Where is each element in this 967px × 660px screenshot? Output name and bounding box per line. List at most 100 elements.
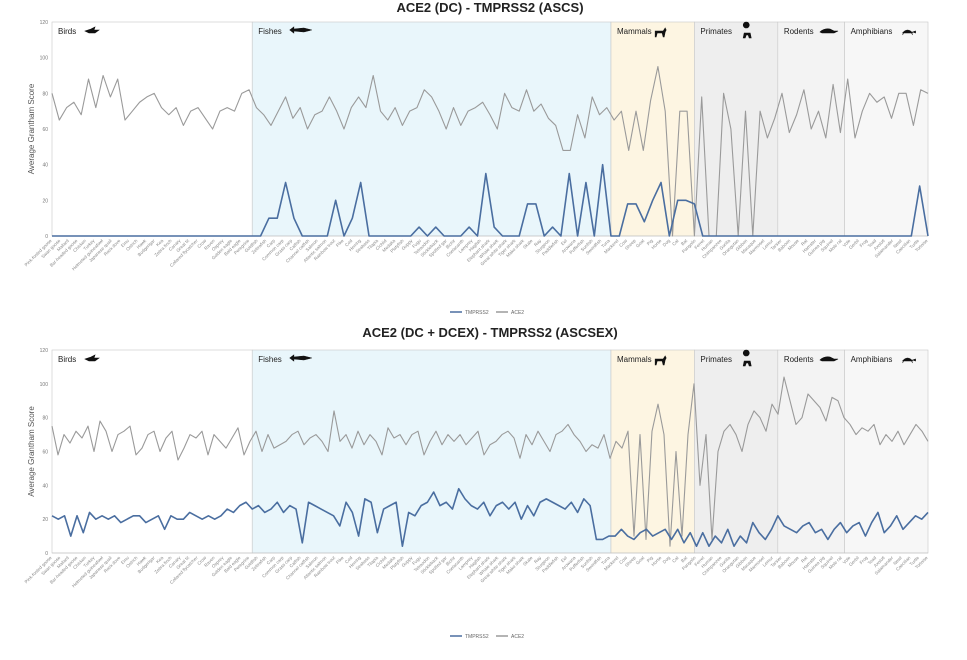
x-tick-label: Bat (680, 238, 689, 247)
y-axis-title: Average Grantham Score (27, 83, 36, 174)
x-tick-label: Cat (671, 238, 680, 247)
y-tick-label: 100 (40, 382, 49, 388)
x-tick-label: Toad (867, 238, 878, 249)
x-tick-label: Cod (344, 238, 354, 248)
group-region-birds (51, 349, 253, 554)
x-tick-label: Cow (618, 238, 628, 248)
x-tick-label: Cat (671, 555, 680, 564)
x-tick-label: Vole (842, 555, 852, 565)
group-region-rodents (777, 349, 845, 554)
legend: TMPRSS2 ACE2 (450, 634, 524, 640)
group-label: Primates (700, 355, 732, 364)
x-tick-label: Newt (892, 555, 903, 566)
x-tick-label: Cow (618, 555, 628, 565)
x-tick-label: Carp (266, 238, 277, 249)
group-region-mammals (610, 21, 695, 237)
legend-label: TMPRSS2 (465, 634, 489, 640)
goat-icon (654, 27, 667, 38)
x-tick-label: Cod (344, 555, 354, 565)
group-label: Birds (58, 27, 76, 36)
series-line-ace2 (51, 376, 929, 547)
x-tick-label: Rat (800, 238, 809, 247)
x-tick-label: Bichir (445, 238, 457, 250)
group-region-fishes (251, 349, 612, 554)
x-tick-label: Turtle (909, 238, 921, 250)
monkey-icon (742, 349, 752, 367)
group-region-primates (694, 349, 779, 554)
x-tick-label: Crow (196, 238, 207, 249)
x-tick-label: Kea (155, 238, 165, 248)
group-region-birds (51, 21, 253, 237)
x-tick-label: Eel (560, 238, 568, 246)
x-tick-label: Vole (842, 238, 852, 248)
x-tick-label: Bat (680, 555, 689, 564)
y-tick-label: 40 (42, 483, 48, 489)
group-label: Rodents (784, 355, 814, 364)
group-label: Rodents (784, 27, 814, 36)
x-tick-label: Ray (533, 238, 543, 248)
y-tick-label: 120 (40, 348, 49, 354)
x-tick-label: Eel (560, 555, 568, 563)
y-tick-label: 60 (42, 127, 48, 133)
group-label: Amphibians (851, 27, 893, 36)
y-tick-label: 80 (42, 91, 48, 97)
x-tick-label: Goat (635, 238, 646, 249)
group-label: Fishes (258, 27, 282, 36)
x-tick-label: Dog (662, 238, 672, 248)
y-tick-label: 20 (42, 198, 48, 204)
x-tick-label: Fugu (411, 555, 422, 566)
x-tick-label: Emu (120, 555, 130, 565)
chart-panel-2: ACE2 (DC + DCEX) - TMPRSS2 (ASCSEX) Birds… (24, 325, 930, 640)
x-tick-label: Turtle (909, 555, 921, 567)
legend-label: ACE2 (511, 634, 524, 640)
x-tick-label: Rat (800, 555, 809, 564)
legend-label: TMPRSS2 (465, 310, 489, 316)
x-tick-label: Pig (646, 555, 654, 563)
group-label: Amphibians (851, 355, 893, 364)
group-label: Fishes (258, 355, 282, 364)
group-region-amphibians (844, 349, 929, 554)
monkey-icon (742, 21, 752, 39)
rat-icon (819, 356, 839, 362)
y-axis-title: Average Grantham Score (27, 406, 36, 497)
fish-icon (289, 354, 312, 362)
x-tick-label: Emu (120, 238, 130, 248)
x-tick-label: Bichir (445, 555, 457, 567)
group-region-mammals (610, 349, 695, 554)
turtle-icon (901, 29, 916, 36)
x-tick-label: Crow (196, 555, 207, 566)
y-tick-label: 80 (42, 416, 48, 422)
x-tick-label: Pig (646, 238, 654, 246)
x-tick-label: Goat (635, 555, 646, 566)
x-tick-label: Tuna (600, 238, 611, 249)
bird-icon (84, 354, 100, 362)
x-tick-label: Tuna (600, 555, 611, 566)
chart-title: ACE2 (DC + DCEX) - TMPRSS2 (ASCSEX) (362, 325, 617, 340)
y-tick-label: 0 (45, 234, 48, 240)
y-tick-label: 40 (42, 163, 48, 169)
y-tick-label: 0 (45, 551, 48, 557)
x-tick-label: Carp (266, 555, 277, 566)
bird-icon (84, 26, 100, 34)
x-tick-label: Fugu (411, 238, 422, 249)
x-tick-label: Kea (155, 555, 165, 565)
group-label: Mammals (617, 27, 652, 36)
group-region-fishes (251, 21, 612, 237)
legend: TMPRSS2 ACE2 (450, 310, 524, 316)
group-label: Mammals (617, 355, 652, 364)
rat-icon (819, 28, 839, 34)
group-region-amphibians (844, 21, 929, 237)
x-tick-label: Frog (859, 555, 869, 565)
chart-panel-1: ACE2 (DC) - TMPRSS2 (ASCS) Birds Fishes Mam… (24, 0, 930, 316)
y-tick-label: 120 (40, 20, 49, 26)
chart-title: ACE2 (DC) - TMPRSS2 (ASCS) (396, 0, 583, 15)
x-tick-label: Newt (892, 238, 903, 249)
group-label: Primates (700, 27, 732, 36)
y-tick-label: 20 (42, 517, 48, 523)
y-tick-label: 60 (42, 450, 48, 456)
series-line-tmprss2 (51, 487, 929, 548)
goat-icon (654, 355, 667, 366)
x-tick-label: Pike (335, 238, 345, 248)
turtle-icon (901, 357, 916, 364)
